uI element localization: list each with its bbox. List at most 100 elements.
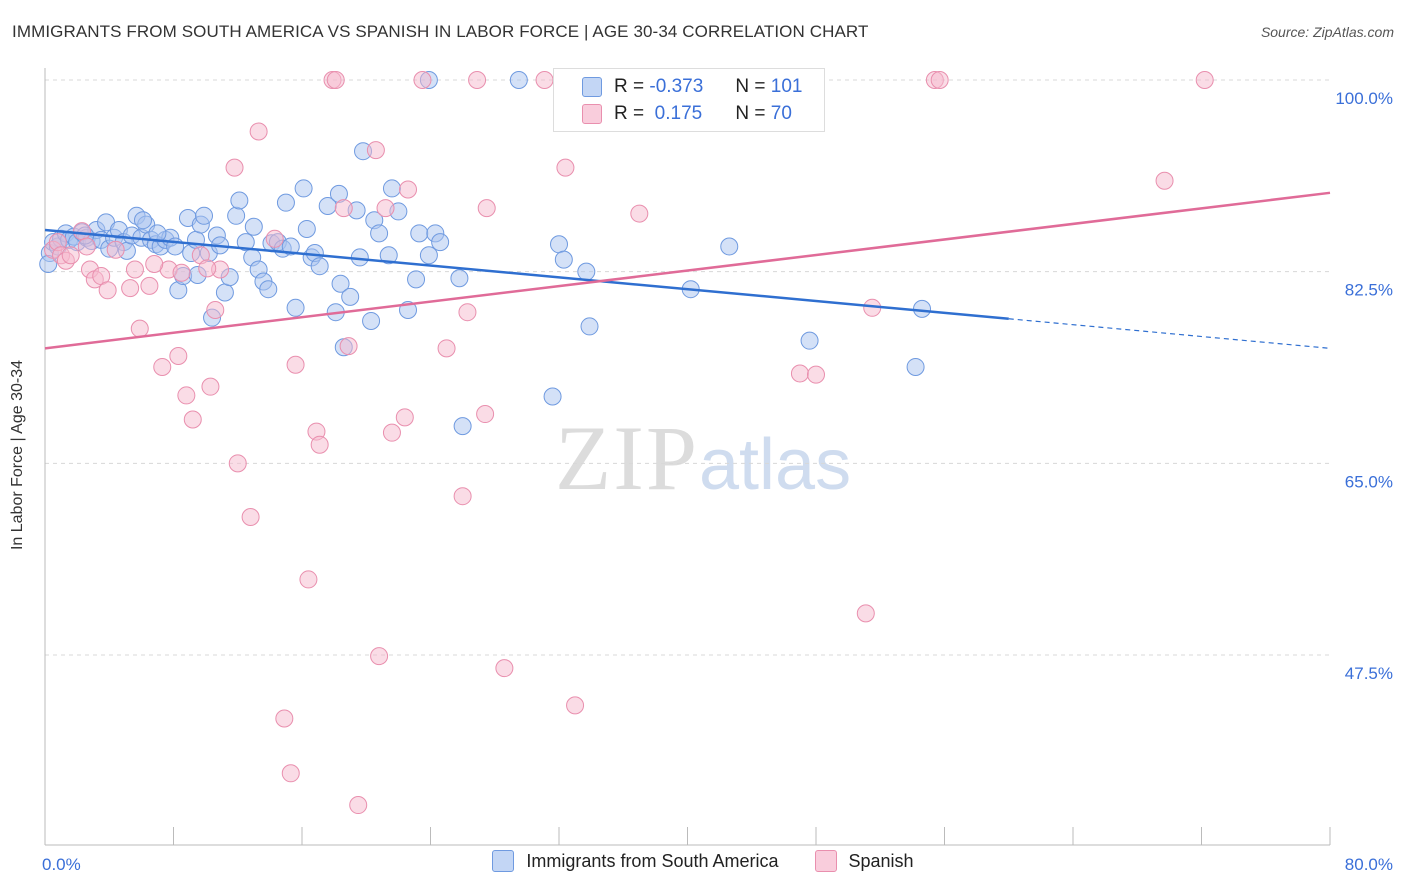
point-spanish <box>1155 171 1174 190</box>
y-tick-label: 47.5% <box>1345 664 1393 683</box>
point-spanish <box>310 435 329 454</box>
legend-label-spanish: Spanish <box>848 850 914 871</box>
trend-line-immigrants-extension <box>1008 318 1331 349</box>
point-spanish <box>856 604 875 623</box>
point-spanish <box>458 303 477 322</box>
pink-swatch <box>814 850 837 872</box>
watermark-atlas: atlas <box>699 425 852 505</box>
point-spanish <box>106 240 125 259</box>
point-spanish <box>495 659 514 678</box>
point-immigrants <box>419 246 438 265</box>
point-spanish <box>265 229 284 248</box>
point-spanish <box>930 71 949 89</box>
point-immigrants <box>431 233 450 252</box>
point-immigrants <box>230 191 249 210</box>
point-spanish <box>198 259 217 278</box>
legend-r-label: R = <box>614 103 645 124</box>
point-spanish <box>130 319 149 338</box>
point-spanish <box>140 276 159 295</box>
point-immigrants <box>186 230 205 249</box>
point-immigrants <box>410 224 429 243</box>
point-spanish <box>98 281 117 300</box>
point-spanish <box>125 260 144 279</box>
point-immigrants <box>580 317 599 336</box>
point-immigrants <box>286 298 305 317</box>
legend-row-blue: R = -0.373 N = 101 <box>554 73 802 101</box>
point-spanish <box>77 237 96 256</box>
point-immigrants <box>294 179 313 198</box>
x-tick-label: 80.0% <box>1345 855 1393 874</box>
point-immigrants <box>382 179 401 198</box>
legend-r-value: 0.175 <box>649 103 703 124</box>
point-spanish <box>281 764 300 783</box>
point-immigrants <box>195 206 214 225</box>
point-spanish <box>468 71 487 89</box>
trend-line-spanish <box>44 191 1331 350</box>
point-immigrants <box>227 206 246 225</box>
point-immigrants <box>362 311 381 330</box>
point-spanish <box>790 364 809 383</box>
point-spanish <box>275 709 294 728</box>
point-spanish <box>566 696 585 715</box>
point-immigrants <box>215 283 234 302</box>
point-spanish <box>453 487 472 506</box>
point-immigrants <box>906 357 925 376</box>
point-immigrants <box>310 257 329 276</box>
point-spanish <box>399 180 418 199</box>
point-spanish <box>807 365 825 384</box>
point-immigrants <box>370 224 389 243</box>
legend-item-immigrants[interactable]: Immigrants from South America <box>492 850 779 872</box>
legend-row-pink: R = 0.175 N = 70 <box>554 100 792 128</box>
point-spanish <box>153 357 172 376</box>
point-immigrants <box>281 237 300 256</box>
point-immigrants <box>453 417 472 436</box>
blue-swatch <box>582 77 602 97</box>
legend-n-label: N = <box>735 76 766 97</box>
point-spanish <box>72 222 91 241</box>
point-immigrants <box>276 193 295 212</box>
watermark-zip: ZIP <box>555 407 699 509</box>
point-immigrants <box>554 250 573 269</box>
point-immigrants <box>407 270 426 289</box>
y-axis-label: In Labor Force | Age 30-34 <box>9 359 26 551</box>
point-immigrants <box>331 274 350 293</box>
point-spanish <box>241 508 260 526</box>
point-spanish <box>413 71 432 89</box>
point-spanish <box>339 337 358 356</box>
series-legend: Immigrants from South America Spanish <box>0 850 1406 872</box>
point-immigrants <box>450 269 469 288</box>
x-tick-label: 0.0% <box>42 855 81 874</box>
point-spanish <box>349 796 368 815</box>
watermark: ZIPatlas <box>555 405 851 511</box>
legend-r-value: -0.373 <box>649 76 704 97</box>
legend-r-label: R = <box>614 76 645 97</box>
pink-swatch <box>582 104 602 124</box>
point-spanish <box>334 199 353 218</box>
y-tick-label: 100.0% <box>1335 89 1393 108</box>
point-spanish <box>437 339 456 358</box>
point-spanish <box>376 199 395 218</box>
point-spanish <box>395 408 414 427</box>
point-spanish <box>286 355 305 374</box>
point-spanish <box>177 386 196 405</box>
point-spanish <box>169 347 188 365</box>
legend-item-spanish[interactable]: Spanish <box>814 850 914 872</box>
point-immigrants <box>800 331 819 350</box>
legend-n-value: 101 <box>770 76 803 97</box>
point-spanish <box>225 158 244 177</box>
point-spanish <box>370 647 389 666</box>
point-spanish <box>326 71 345 89</box>
point-spanish <box>249 122 268 141</box>
point-spanish <box>1195 71 1214 89</box>
stats-legend: R = -0.373 N = 101 R = 0.175 N = 70 <box>553 68 825 132</box>
point-immigrants <box>297 219 316 238</box>
point-spanish <box>201 377 220 396</box>
point-spanish <box>61 246 80 265</box>
legend-n-label: N = <box>735 103 766 124</box>
point-spanish <box>206 301 225 319</box>
source-credit: Source: ZipAtlas.com <box>1260 24 1394 40</box>
point-spanish <box>299 570 318 589</box>
point-spanish <box>382 423 401 442</box>
point-immigrants <box>550 235 568 254</box>
